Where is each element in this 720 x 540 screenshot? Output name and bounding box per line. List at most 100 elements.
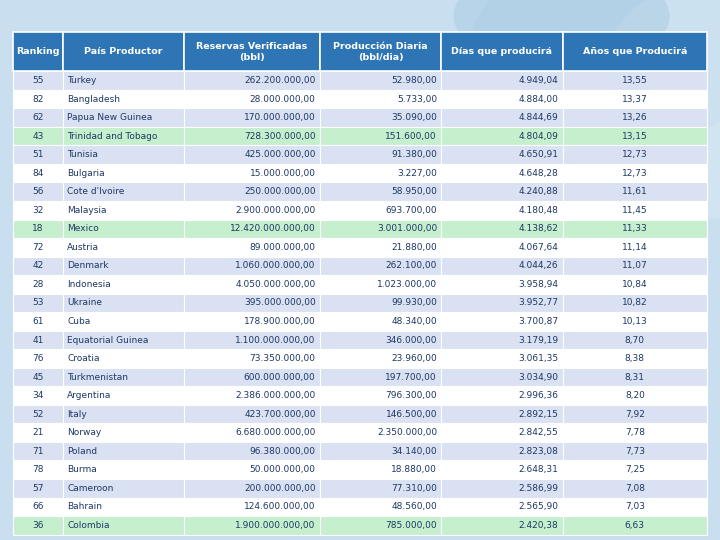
Text: 52.980,00: 52.980,00 <box>391 76 437 85</box>
Bar <box>441 109 562 127</box>
Text: 4.650,91: 4.650,91 <box>518 150 559 159</box>
Bar <box>562 238 707 256</box>
Text: 36: 36 <box>32 521 44 530</box>
Text: 178.900.000,00: 178.900.000,00 <box>244 317 315 326</box>
Bar <box>441 201 562 220</box>
Text: 51: 51 <box>32 150 44 159</box>
Bar <box>562 349 707 368</box>
Text: 1.100.000.000,00: 1.100.000.000,00 <box>235 335 315 345</box>
Bar <box>13 32 63 71</box>
Bar <box>63 405 184 423</box>
Text: Bulgaria: Bulgaria <box>67 168 104 178</box>
Text: 1.060.000.000,00: 1.060.000.000,00 <box>235 261 315 271</box>
Text: 600.000.000,00: 600.000.000,00 <box>244 373 315 382</box>
Text: 2.586,99: 2.586,99 <box>518 484 559 493</box>
Bar <box>184 238 320 256</box>
Text: 76: 76 <box>32 354 44 363</box>
Text: Poland: Poland <box>67 447 97 456</box>
Bar <box>562 294 707 312</box>
Text: 4.138,62: 4.138,62 <box>518 224 559 233</box>
Bar <box>13 497 63 516</box>
Text: 58.950,00: 58.950,00 <box>391 187 437 196</box>
Text: 91.380,00: 91.380,00 <box>391 150 437 159</box>
Text: Años que Producirá: Años que Producirá <box>582 48 687 56</box>
Text: 3.034,90: 3.034,90 <box>518 373 559 382</box>
Bar <box>562 461 707 479</box>
Text: Turkmenistan: Turkmenistan <box>67 373 128 382</box>
Bar <box>441 442 562 461</box>
Bar <box>320 256 441 275</box>
Text: 250.000.000,00: 250.000.000,00 <box>244 187 315 196</box>
Bar <box>63 368 184 386</box>
Text: 7,08: 7,08 <box>625 484 645 493</box>
Bar <box>320 145 441 164</box>
Text: Denmark: Denmark <box>67 261 109 271</box>
Text: 146.500,00: 146.500,00 <box>385 410 437 418</box>
Text: Italy: Italy <box>67 410 87 418</box>
Bar <box>320 183 441 201</box>
Bar <box>320 516 441 535</box>
Text: 28.000.000,00: 28.000.000,00 <box>250 94 315 104</box>
Text: 4.044,26: 4.044,26 <box>519 261 559 271</box>
Bar <box>320 497 441 516</box>
Bar <box>184 183 320 201</box>
Text: 7,92: 7,92 <box>625 410 645 418</box>
Text: Turkey: Turkey <box>67 76 96 85</box>
Bar <box>13 368 63 386</box>
Bar <box>562 368 707 386</box>
Bar <box>63 164 184 183</box>
Bar <box>562 479 707 497</box>
Bar <box>441 164 562 183</box>
Bar <box>184 442 320 461</box>
Text: 89.000.000,00: 89.000.000,00 <box>250 243 315 252</box>
Text: 73.350.000,00: 73.350.000,00 <box>250 354 315 363</box>
Bar <box>63 275 184 294</box>
Bar <box>562 442 707 461</box>
Text: 3.700,87: 3.700,87 <box>518 317 559 326</box>
Text: 6,63: 6,63 <box>625 521 645 530</box>
Bar <box>184 461 320 479</box>
Bar <box>13 145 63 164</box>
Text: 45: 45 <box>32 373 44 382</box>
Bar <box>63 256 184 275</box>
Bar <box>13 294 63 312</box>
Bar <box>562 32 707 71</box>
Bar <box>13 423 63 442</box>
Text: Argentina: Argentina <box>67 391 112 400</box>
Text: País Productor: País Productor <box>84 48 163 56</box>
Text: 3.001.000,00: 3.001.000,00 <box>377 224 437 233</box>
Text: Cuba: Cuba <box>67 317 90 326</box>
Bar <box>184 349 320 368</box>
Text: 28: 28 <box>32 280 44 289</box>
Bar <box>441 275 562 294</box>
Bar <box>320 238 441 256</box>
Bar <box>441 330 562 349</box>
Text: 84: 84 <box>32 168 44 178</box>
Bar <box>441 71 562 90</box>
Bar <box>320 330 441 349</box>
Bar <box>441 368 562 386</box>
Text: 13,15: 13,15 <box>622 132 648 140</box>
Text: 7,73: 7,73 <box>625 447 645 456</box>
Bar <box>63 145 184 164</box>
Text: Norway: Norway <box>67 428 102 437</box>
Text: 2.823,08: 2.823,08 <box>518 447 559 456</box>
Bar <box>441 461 562 479</box>
Bar <box>320 312 441 330</box>
Text: Reservas Verificadas
(bbl): Reservas Verificadas (bbl) <box>197 42 307 62</box>
Bar <box>320 127 441 145</box>
Text: 11,14: 11,14 <box>622 243 648 252</box>
Bar <box>184 497 320 516</box>
Bar <box>320 220 441 238</box>
Text: 34.140,00: 34.140,00 <box>392 447 437 456</box>
Bar <box>13 256 63 275</box>
Bar <box>13 71 63 90</box>
Bar <box>320 294 441 312</box>
Bar <box>13 405 63 423</box>
Text: 3.952,77: 3.952,77 <box>518 299 559 307</box>
Bar <box>63 423 184 442</box>
Bar <box>562 145 707 164</box>
Text: 61: 61 <box>32 317 44 326</box>
Text: 2.350.000,00: 2.350.000,00 <box>377 428 437 437</box>
Text: 2.842,55: 2.842,55 <box>518 428 559 437</box>
